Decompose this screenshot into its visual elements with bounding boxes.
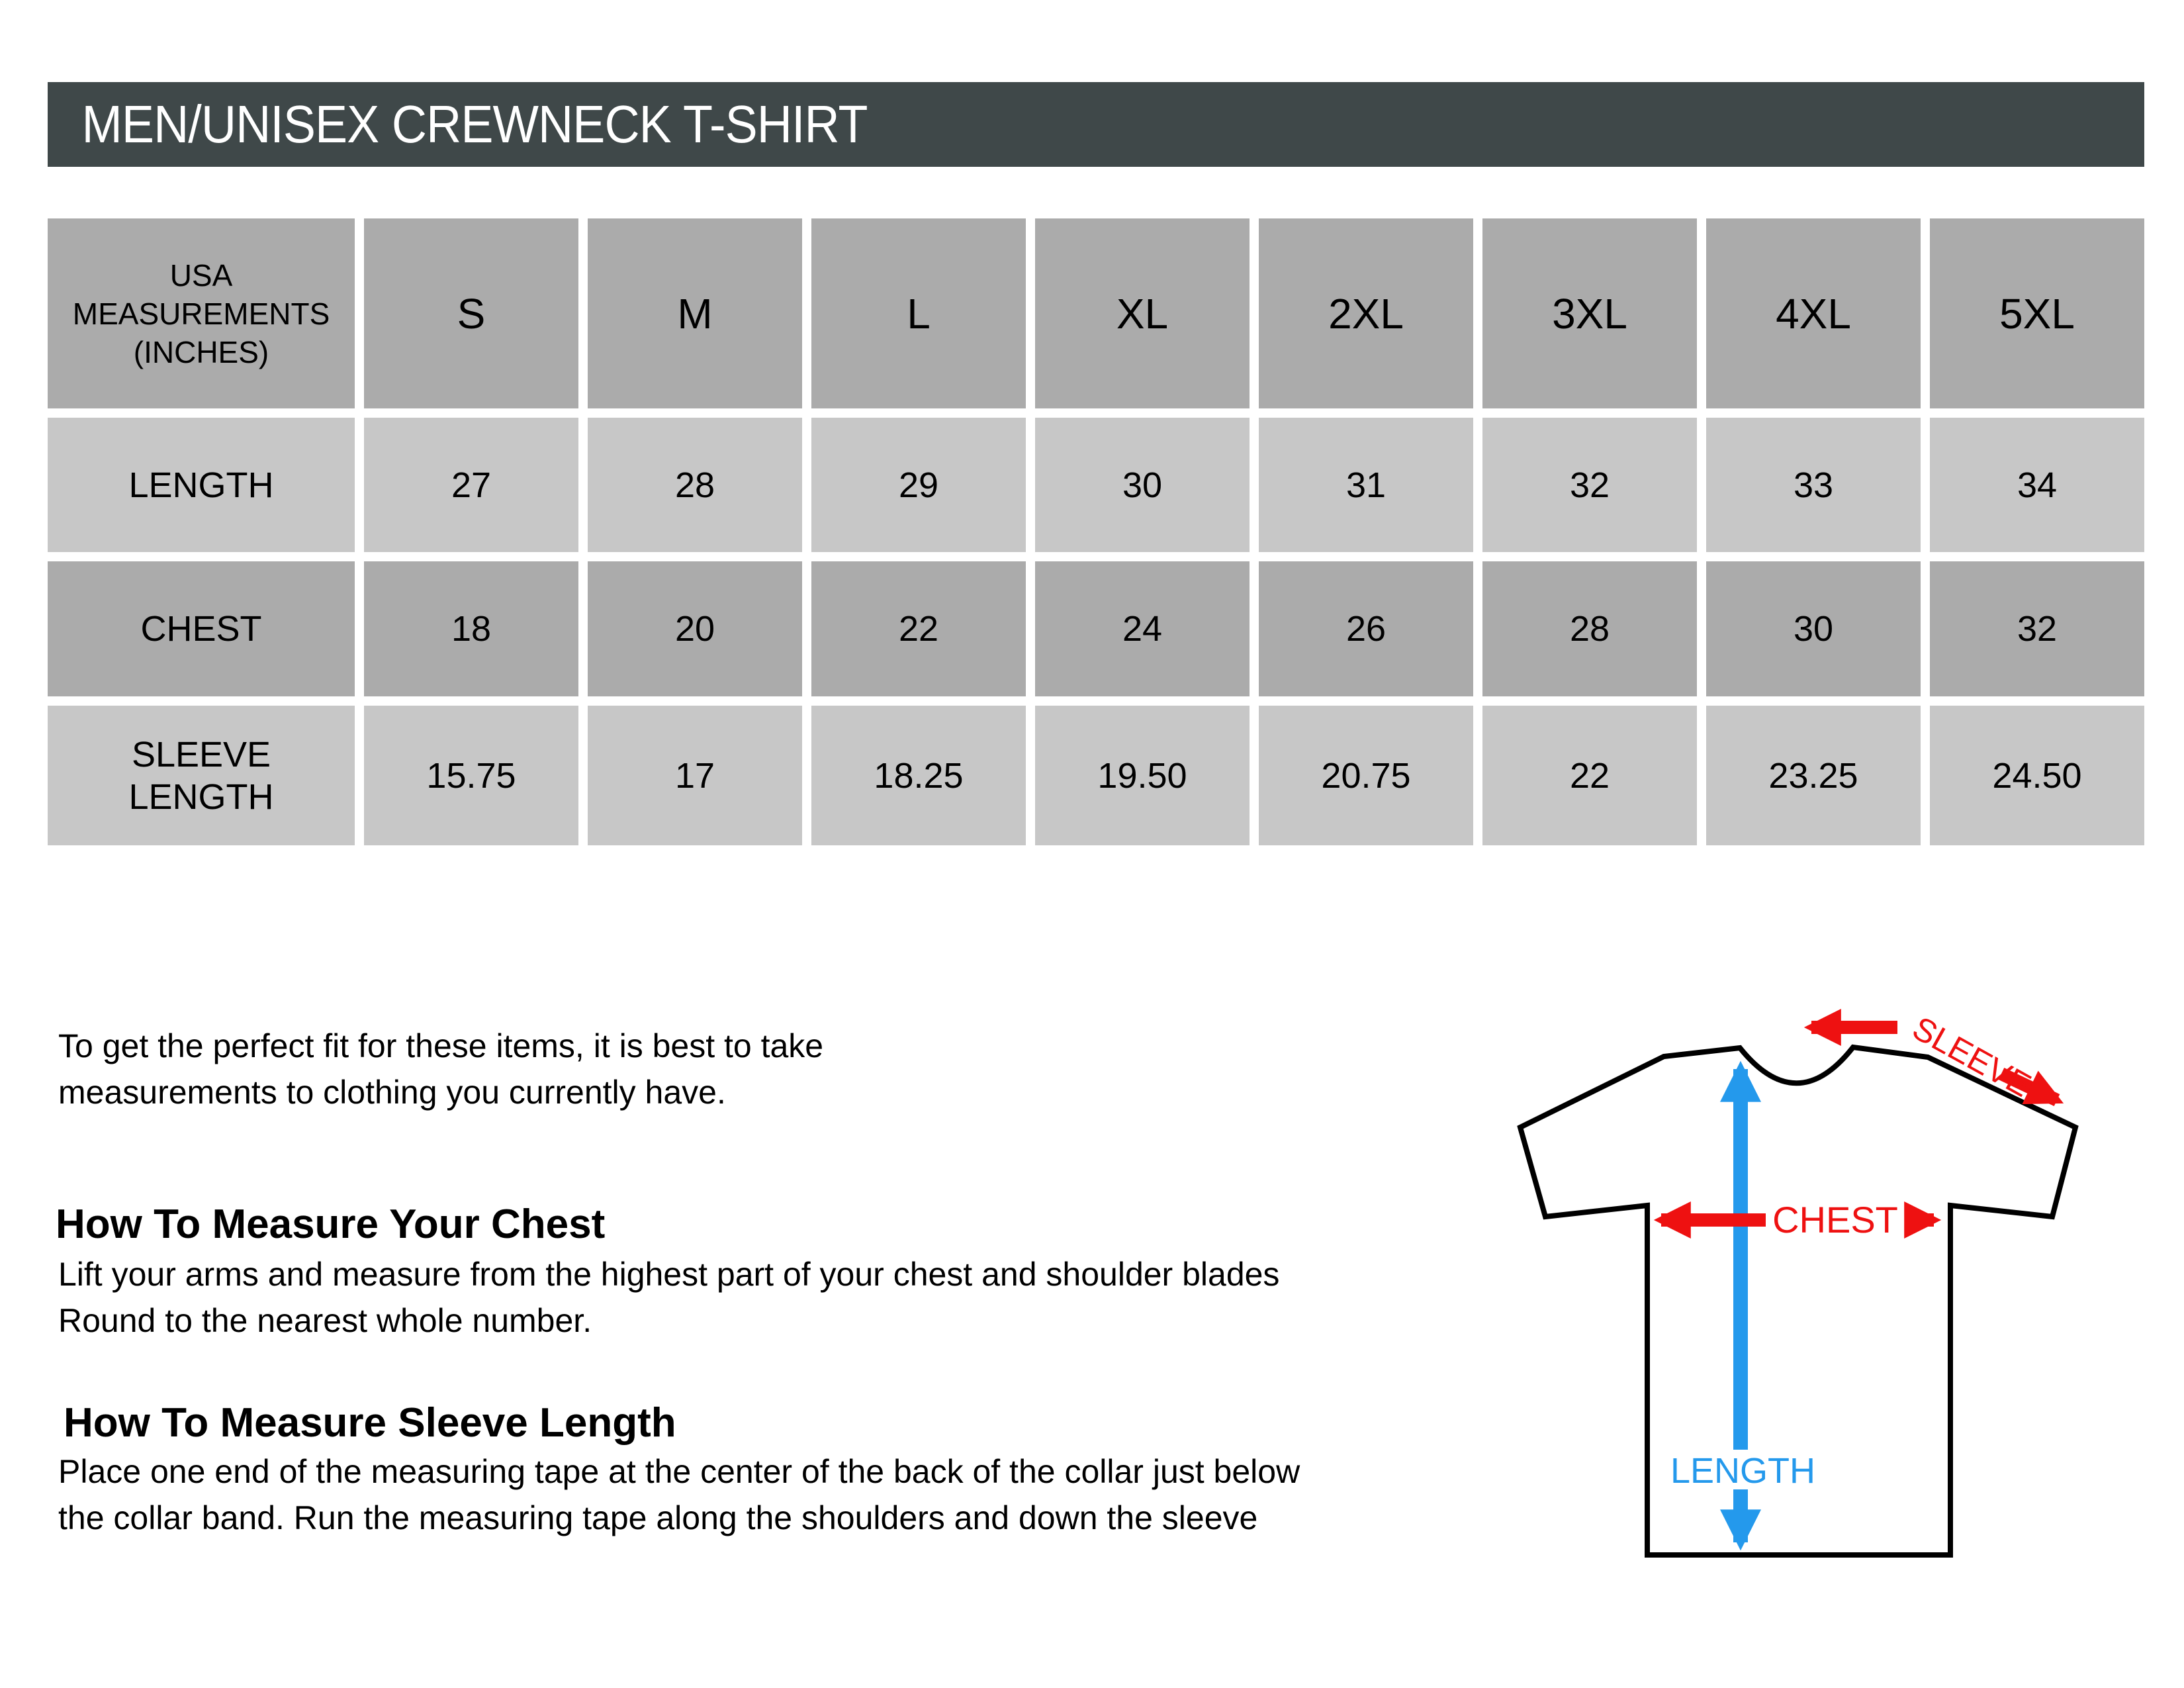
size-header-4xl: 4XL	[1706, 218, 1921, 408]
chest-value-m: 20	[588, 561, 802, 696]
tshirt-outline	[1517, 1044, 2079, 1558]
size-chart-table: USA MEASUREMENTS (INCHES) S M L XL 2XL 3…	[48, 218, 2144, 845]
chest-value-s: 18	[364, 561, 578, 696]
chest-value-5xl: 32	[1930, 561, 2144, 696]
sleeve-section-line-1: Place one end of the measuring tape at t…	[58, 1453, 1300, 1490]
chest-value-2xl: 26	[1259, 561, 1473, 696]
length-value-m: 28	[588, 418, 802, 552]
size-header-l: L	[811, 218, 1026, 408]
row-label-sleeve-length: SLEEVE LENGTH	[48, 706, 355, 845]
sleeve-value-s: 15.75	[364, 706, 578, 845]
size-header-3xl: 3XL	[1482, 218, 1697, 408]
length-value-s: 27	[364, 418, 578, 552]
length-value-2xl: 31	[1259, 418, 1473, 552]
size-header-xl: XL	[1035, 218, 1250, 408]
size-header-2xl: 2XL	[1259, 218, 1473, 408]
chest-section-heading: How To Measure Your Chest	[56, 1201, 606, 1247]
chest-value-4xl: 30	[1706, 561, 1921, 696]
page-title: MEN/UNISEX CREWNECK T-SHIRT	[81, 95, 868, 154]
size-header-5xl: 5XL	[1930, 218, 2144, 408]
length-label: LENGTH	[1670, 1451, 1815, 1491]
chest-label: CHEST	[1772, 1199, 1898, 1241]
sleeve-section-line-2: the collar band. Run the measuring tape …	[58, 1499, 1258, 1536]
sleeve-section-heading: How To Measure Sleeve Length	[64, 1400, 676, 1446]
length-value-3xl: 32	[1482, 418, 1697, 552]
sleeve-value-4xl: 23.25	[1706, 706, 1921, 845]
intro-line-2: measurements to clothing you currently h…	[58, 1074, 726, 1111]
length-value-xl: 30	[1035, 418, 1250, 552]
sleeve-value-5xl: 24.50	[1930, 706, 2144, 845]
tshirt-measurement-diagram: LENGTH CHEST SLEEVE	[1517, 1009, 2079, 1558]
corner-header-cell: USA MEASUREMENTS (INCHES)	[48, 218, 355, 408]
chest-value-l: 22	[811, 561, 1026, 696]
row-label-chest: CHEST	[48, 561, 355, 696]
intro-line-1: To get the perfect fit for these items, …	[58, 1027, 824, 1064]
sleeve-value-l: 18.25	[811, 706, 1026, 845]
chest-value-3xl: 28	[1482, 561, 1697, 696]
size-header-m: M	[588, 218, 802, 408]
length-value-l: 29	[811, 418, 1026, 552]
sleeve-value-3xl: 22	[1482, 706, 1697, 845]
chest-section-line-1: Lift your arms and measure from the high…	[58, 1256, 1280, 1293]
size-header-s: S	[364, 218, 578, 408]
sleeve-value-xl: 19.50	[1035, 706, 1250, 845]
chest-section-line-2: Round to the nearest whole number.	[58, 1302, 592, 1339]
title-bar: MEN/UNISEX CREWNECK T-SHIRT	[48, 82, 2144, 167]
length-value-5xl: 34	[1930, 418, 2144, 552]
chest-value-xl: 24	[1035, 561, 1250, 696]
sleeve-value-m: 17	[588, 706, 802, 845]
sleeve-arrow	[1803, 1009, 2064, 1107]
sleeve-value-2xl: 20.75	[1259, 706, 1473, 845]
length-value-4xl: 33	[1706, 418, 1921, 552]
row-label-length: LENGTH	[48, 418, 355, 552]
